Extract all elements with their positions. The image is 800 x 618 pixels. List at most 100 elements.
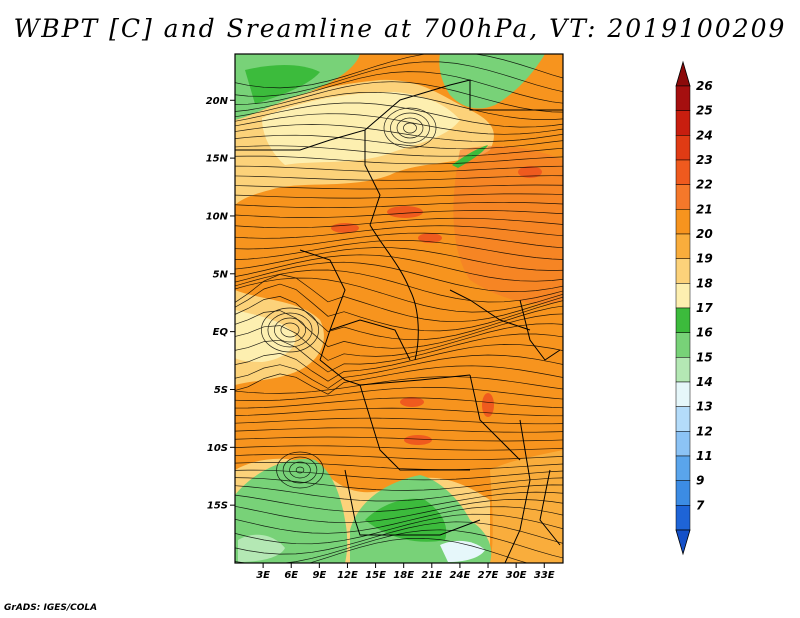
warm-spot bbox=[404, 435, 432, 445]
colorbar-label: 19 bbox=[696, 252, 713, 266]
lon-tick-label: 27E bbox=[478, 570, 499, 581]
colorbar-label: 22 bbox=[696, 178, 713, 192]
streamline bbox=[235, 247, 563, 271]
streamline bbox=[235, 344, 563, 382]
longitude-axis: 3E 6E 9E 12E 15E 18E 21E 24E 27E 30E 33E bbox=[256, 563, 555, 581]
lon-tick-label: 15E bbox=[365, 570, 386, 581]
streamline-gyre bbox=[276, 451, 324, 489]
pale-blue-patch bbox=[440, 540, 485, 562]
lat-tick-label: 15S bbox=[207, 501, 228, 512]
warm-spot bbox=[400, 397, 424, 407]
lat-tick-label: 20N bbox=[206, 96, 229, 107]
streamline bbox=[235, 274, 563, 323]
streamline bbox=[235, 310, 563, 349]
streamline-gyre bbox=[383, 107, 437, 149]
streamline bbox=[235, 469, 563, 481]
colorbar-label: 11 bbox=[696, 449, 713, 463]
lon-tick-label: 33E bbox=[534, 570, 555, 581]
streamline bbox=[235, 124, 563, 142]
streamline bbox=[235, 333, 563, 373]
streamline-gyre bbox=[267, 312, 313, 348]
streamline bbox=[235, 134, 563, 150]
streamline bbox=[235, 113, 563, 135]
colorbar-label: 26 bbox=[696, 79, 713, 93]
east-orange-south bbox=[490, 450, 563, 563]
colorbar-swatch bbox=[675, 233, 691, 259]
colorbar-swatch bbox=[675, 431, 691, 457]
colorbar-swatch bbox=[675, 505, 691, 531]
streamline bbox=[235, 225, 563, 239]
lon-tick-label: 21E bbox=[421, 570, 442, 581]
lat-tick-label: 10N bbox=[206, 211, 229, 222]
latitude-axis: 20N 15N 10N 5N EQ 5S 10S 15S bbox=[206, 96, 235, 512]
colorbar-label: 16 bbox=[696, 326, 713, 340]
colorbar-label: 14 bbox=[696, 375, 713, 389]
map-frame bbox=[234, 53, 564, 564]
colorbar-swatch bbox=[675, 283, 691, 309]
lat-tick-label: 5N bbox=[213, 269, 229, 280]
streamline bbox=[235, 71, 563, 105]
green-streak bbox=[452, 145, 488, 168]
streamline bbox=[235, 376, 563, 394]
streamline bbox=[235, 529, 563, 563]
streamlines bbox=[235, 54, 563, 563]
streamline bbox=[235, 232, 563, 250]
streamline-gyre bbox=[295, 466, 305, 474]
lat-tick-label: 15N bbox=[206, 154, 229, 165]
streamline bbox=[235, 417, 563, 425]
streamline bbox=[235, 201, 563, 209]
streamline bbox=[235, 484, 563, 502]
colorbar-swatch bbox=[675, 258, 691, 284]
country-borders bbox=[235, 79, 563, 563]
streamline bbox=[235, 462, 563, 470]
colorbar-swatch bbox=[675, 135, 691, 161]
pale-region-west-2 bbox=[235, 310, 296, 362]
darker-region-east bbox=[453, 145, 563, 304]
streamline bbox=[235, 61, 563, 97]
streamline bbox=[235, 407, 563, 417]
colorbar-swatch bbox=[675, 159, 691, 185]
colorbar-swatch bbox=[675, 85, 691, 111]
colorbar-swatch bbox=[675, 209, 691, 235]
streamline bbox=[235, 81, 563, 113]
lat-tick-label: 5S bbox=[214, 385, 228, 396]
streamline bbox=[235, 102, 563, 128]
streamline bbox=[235, 165, 563, 173]
streamline bbox=[235, 513, 563, 545]
colorbar-bottom-arrow bbox=[675, 529, 691, 556]
colorbar-swatch bbox=[675, 357, 691, 383]
streamline bbox=[235, 323, 563, 361]
streamline bbox=[235, 499, 563, 524]
streamline bbox=[235, 427, 563, 433]
streamline-gyre bbox=[289, 461, 311, 479]
colorbar-swatch bbox=[675, 381, 691, 407]
streamline bbox=[235, 283, 563, 332]
warm-spot bbox=[482, 393, 494, 417]
warm-spot bbox=[518, 166, 542, 178]
colorbar-label: 15 bbox=[696, 350, 713, 364]
streamline bbox=[235, 210, 563, 218]
green-region-south-core bbox=[365, 498, 447, 542]
streamline bbox=[235, 386, 563, 401]
streamline bbox=[235, 354, 563, 389]
colorbar-swatch bbox=[675, 455, 691, 481]
streamline-gyre bbox=[390, 112, 430, 144]
colorbar-swatch bbox=[675, 110, 691, 136]
lon-tick-label: 12E bbox=[337, 570, 358, 581]
lat-tick-label: 10S bbox=[207, 443, 228, 454]
streamline bbox=[235, 436, 563, 442]
colorbar-label: 9 bbox=[696, 474, 704, 488]
streamline bbox=[235, 193, 563, 199]
colorbar-label: 21 bbox=[696, 202, 713, 216]
streamline bbox=[235, 296, 563, 341]
streamline bbox=[235, 365, 563, 395]
streamline-gyre bbox=[280, 322, 300, 338]
colorbar-label: 24 bbox=[696, 128, 713, 142]
colorbar-label: 17 bbox=[696, 301, 713, 315]
green-region-north-core bbox=[245, 65, 320, 104]
colorbar-label: 18 bbox=[696, 276, 713, 290]
colorbar-swatch bbox=[675, 480, 691, 506]
streamline bbox=[235, 217, 563, 229]
streamline-gyre bbox=[282, 456, 318, 484]
streamline bbox=[235, 521, 563, 555]
